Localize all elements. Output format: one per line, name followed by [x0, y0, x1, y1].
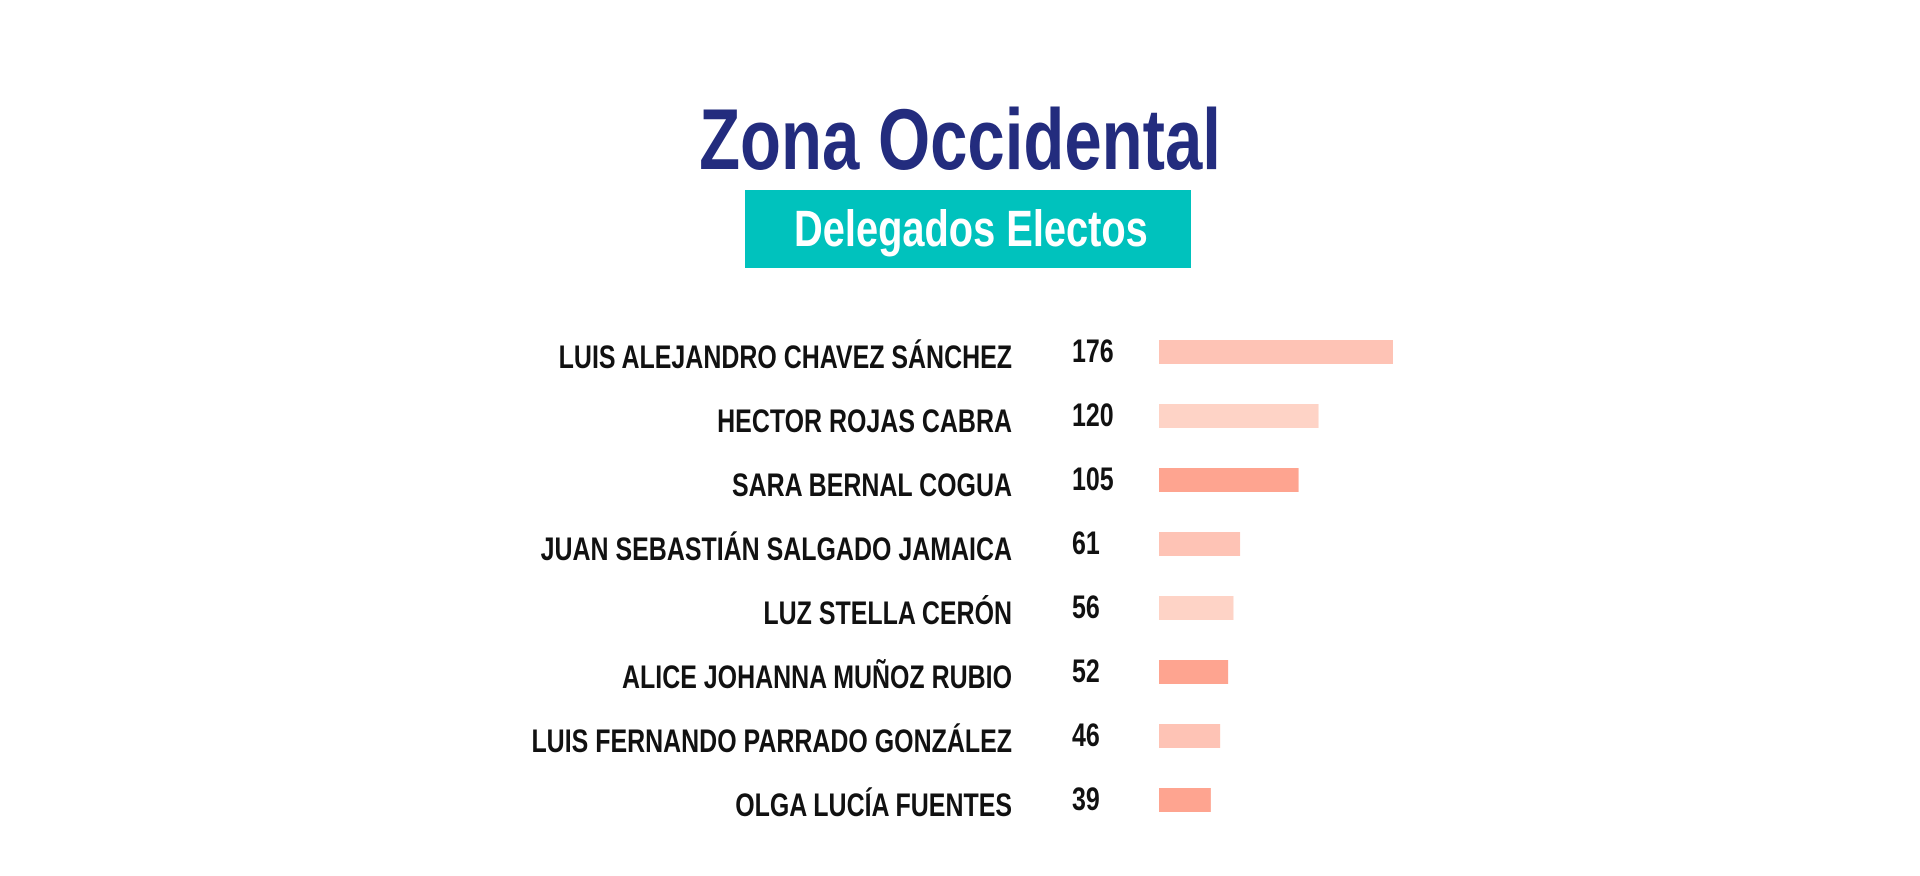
chart-subtitle: Delegados Electos	[794, 200, 1148, 257]
bar	[1159, 660, 1229, 684]
category-labels: LUIS ALEJANDRO CHAVEZ SÁNCHEZ HECTOR ROJA…	[531, 338, 1012, 824]
value-label: 61	[1072, 526, 1100, 562]
category-label: LUZ STELLA CERÓN	[763, 594, 1012, 632]
value-label: 105	[1072, 462, 1114, 498]
category-label: ALICE JOHANNA MUÑOZ RUBIO	[622, 658, 1012, 696]
category-label: OLGA LUCÍA FUENTES	[735, 786, 1012, 824]
category-label: SARA BERNAL COGUA	[732, 468, 1012, 504]
bar	[1159, 724, 1221, 748]
category-label: LUIS FERNANDO PARRADO GONZÁLEZ	[531, 722, 1012, 760]
bars	[1159, 340, 1393, 812]
bar	[1159, 788, 1211, 812]
category-label: HECTOR ROJAS CABRA	[717, 404, 1012, 440]
value-label: 52	[1072, 654, 1100, 690]
value-label: 176	[1072, 334, 1114, 370]
bar	[1159, 596, 1234, 620]
chart-title: Zona Occidental	[699, 92, 1221, 188]
category-label: LUIS ALEJANDRO CHAVEZ SÁNCHEZ	[559, 338, 1012, 376]
bar	[1159, 532, 1241, 556]
value-label: 120	[1072, 398, 1114, 434]
value-label: 56	[1072, 590, 1100, 626]
bar	[1159, 404, 1319, 428]
subtitle-banner: Delegados Electos	[745, 190, 1191, 268]
value-labels: 176 120 105 61 56 52 46 39	[1072, 334, 1114, 818]
bar	[1159, 468, 1299, 492]
value-label: 39	[1072, 782, 1100, 818]
value-label: 46	[1072, 718, 1100, 754]
bar	[1159, 340, 1393, 364]
category-label: JUAN SEBASTIÁN SALGADO JAMAICA	[541, 530, 1012, 568]
